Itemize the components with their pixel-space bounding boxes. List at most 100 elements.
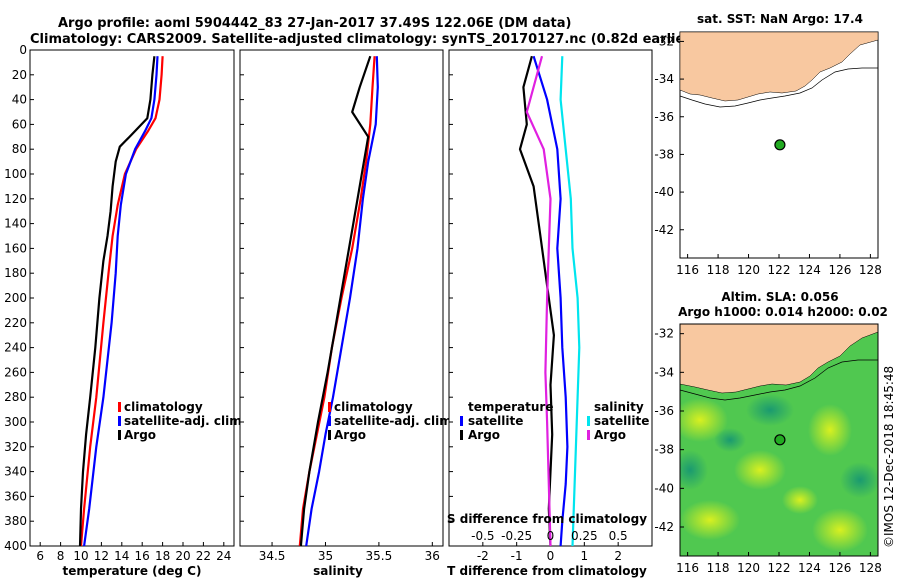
sla-map-title: Altim. SLA: 0.056 — [721, 290, 838, 304]
s-diff-tick-label: -0.25 — [501, 529, 532, 543]
series-line-s-satellite — [559, 56, 581, 547]
map-lon-label: 122 — [768, 561, 791, 575]
legend-marker-s-argo — [587, 430, 590, 440]
map-lon-label: 128 — [859, 263, 882, 277]
x-tick-label: 18 — [155, 549, 170, 563]
x-tick-label: 1 — [581, 549, 589, 563]
map-lat-label: -38 — [654, 147, 674, 161]
legend-label-t-satellite: satellite — [468, 414, 523, 428]
depth-tick-label: 120 — [4, 192, 27, 206]
temperature-legend: climatology satellite-adj. clim. Argo — [118, 400, 246, 442]
x-tick-label: 14 — [114, 549, 129, 563]
depth-tick-label: 260 — [4, 365, 27, 379]
legend-marker-s-satellite — [587, 416, 590, 426]
x-tick-label: 24 — [216, 549, 231, 563]
x-tick-label: 35 — [318, 549, 333, 563]
sst-map-panel: sat. SST: NaN Argo: 17.4 116 118 120 122 124… — [654, 12, 881, 277]
x-tick-label: 36 — [425, 549, 440, 563]
depth-tick-label: 100 — [4, 167, 27, 181]
x-tick-label: 34.5 — [259, 549, 286, 563]
x-tick-label: 10 — [73, 549, 88, 563]
legend-label-argo: Argo — [124, 428, 156, 442]
legend-title-salinity: salinity — [594, 400, 644, 414]
title-line-2: Climatology: CARS2009. Satellite-adjuste… — [30, 32, 697, 47]
map-lon-label: 124 — [798, 561, 821, 575]
legend-marker-satellite — [118, 416, 121, 426]
map-lon-label: 116 — [676, 263, 699, 277]
depth-tick-label: 0 — [19, 43, 27, 57]
map-lon-label: 124 — [798, 263, 821, 277]
difference-panel: -2 -1 0 1 2 temperature satellite Argo salin… — [447, 49, 653, 578]
temperature-xlabel: temperature (deg C) — [63, 564, 202, 578]
sla-map-axes: 116 118 120 122 124 126 128 -32 -34 -36 -38 -40 -42 — [654, 327, 881, 575]
depth-tick-label: 340 — [4, 465, 27, 479]
sst-map-axes: 116 118 120 122 124 126 128 -32 -34 -36 -38 -40 -42 — [654, 34, 881, 277]
salinity-series — [298, 55, 379, 547]
map-lon-label: 120 — [737, 561, 760, 575]
salinity-x-axis: 34.5 35 35.5 36 — [259, 542, 440, 563]
s-diff-tick-label: 0.25 — [571, 529, 598, 543]
x-tick-label: 16 — [135, 549, 150, 563]
map-lat-label: -36 — [654, 110, 674, 124]
difference-top-x-axis: -0.5 -0.25 0 0.25 0.5 — [471, 529, 628, 543]
title-line-1: Argo profile: aoml 5904442_83 27-Jan-201… — [58, 16, 571, 31]
imos-watermark: ©IMOS 12-Dec-2018 18:45:48 — [882, 366, 896, 548]
map-lon-label: 120 — [737, 263, 760, 277]
x-tick-label: 2 — [614, 549, 622, 563]
sla-map-panel: Altim. SLA: 0.056 Argo h1000: 0.014 h200… — [654, 290, 888, 575]
legend-title-temperature: temperature — [468, 400, 553, 414]
series-line-argo — [78, 56, 156, 547]
argo-float-marker — [774, 139, 786, 151]
depth-tick-label: 80 — [12, 142, 27, 156]
depth-tick-label: 140 — [4, 217, 27, 231]
legend-label-t-argo: Argo — [468, 428, 500, 442]
legend-marker-argo — [118, 430, 121, 440]
x-tick-label: 0 — [547, 549, 555, 563]
depth-tick-label: 60 — [12, 117, 27, 131]
legend-marker-climatology — [118, 402, 121, 412]
legend-marker-satellite — [328, 416, 331, 426]
sst-map-land — [679, 31, 879, 102]
map-lat-label: -40 — [654, 185, 674, 199]
depth-tick-label: 240 — [4, 341, 27, 355]
map-lon-label: 116 — [676, 561, 699, 575]
salinity-legend: climatology satellite-adj. clim. Argo — [328, 400, 456, 442]
sla-map-subtitle: Argo h1000: 0.014 h2000: 0.02 — [678, 305, 888, 319]
salinity-panel: 34.5 35 35.5 36 climatology satellite-adj. … — [239, 49, 456, 578]
map-lon-label: 118 — [707, 263, 730, 277]
temperature-axes-frame — [29, 49, 235, 547]
sla-map-isobath — [679, 359, 878, 401]
x-tick-label: 12 — [94, 549, 109, 563]
map-lat-label: -36 — [654, 404, 674, 418]
temperature-panel: 0 20 40 60 80 100 120 140 160 180 200 220 240 260 280 3… — [4, 43, 246, 578]
legend-label-argo: Argo — [334, 428, 366, 442]
legend-marker-t-satellite — [460, 416, 463, 426]
depth-axis: 0 20 40 60 80 100 120 140 160 180 200 220 240 260 280 3… — [4, 43, 34, 553]
map-lon-label: 122 — [768, 263, 791, 277]
series-line-t-satellite — [532, 55, 569, 547]
series-line-argo — [299, 55, 372, 547]
legend-label-s-argo: Argo — [594, 428, 626, 442]
legend-label-satellite: satellite-adj. clim. — [334, 414, 456, 428]
sst-map-isobath — [679, 67, 878, 108]
legend-label-climatology: climatology — [334, 400, 413, 414]
map-lat-label: -34 — [654, 72, 674, 86]
depth-tick-label: 40 — [12, 93, 27, 107]
map-lon-label: 126 — [828, 561, 851, 575]
depth-tick-label: 200 — [4, 291, 27, 305]
x-tick-label: 35.5 — [366, 549, 393, 563]
x-tick-label: -1 — [511, 549, 523, 563]
depth-tick-label: 360 — [4, 489, 27, 503]
x-tick-label: -2 — [477, 549, 489, 563]
map-lon-label: 126 — [828, 263, 851, 277]
depth-tick-label: 320 — [4, 440, 27, 454]
depth-tick-label: 300 — [4, 415, 27, 429]
legend-label-s-satellite: satellite — [594, 414, 649, 428]
difference-xlabel-temperature: T difference from climatology — [447, 564, 647, 578]
x-tick-label: 6 — [36, 549, 44, 563]
map-lon-label: 118 — [707, 561, 730, 575]
depth-tick-label: 220 — [4, 316, 27, 330]
series-line-s-argo — [525, 55, 552, 547]
x-tick-label: 22 — [196, 549, 211, 563]
